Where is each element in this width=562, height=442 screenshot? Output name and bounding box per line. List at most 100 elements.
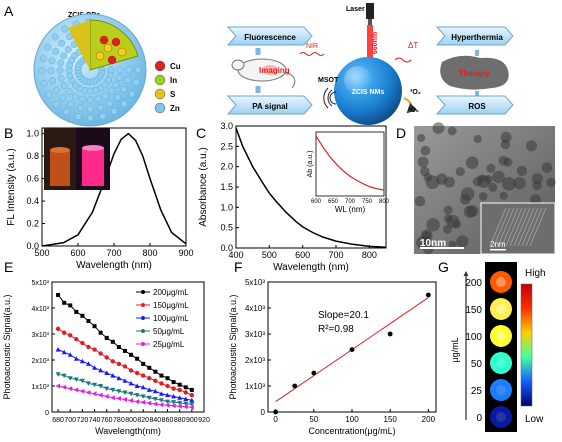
y-tick-label: 3x10³ — [245, 330, 265, 339]
therapy-label: Therapy — [458, 69, 490, 78]
tem-particles — [414, 122, 556, 255]
legend-atom-swatch — [154, 102, 166, 114]
nir-wave-icon — [299, 52, 325, 56]
data-point — [92, 324, 97, 329]
tem-particle — [498, 155, 509, 166]
tem-particle — [500, 139, 511, 150]
fluorescence-label: Fluorescence — [244, 33, 296, 42]
r2-label: R²=0.98 — [318, 324, 354, 335]
s-atom — [103, 43, 113, 53]
data-point — [159, 381, 164, 386]
data-point — [55, 383, 61, 389]
y-tick-label: 1.5 — [220, 182, 233, 192]
y-axis-label: Absorbance (a.u.) — [198, 147, 209, 227]
zn-atom — [106, 100, 114, 108]
y-tick-label: 0.8 — [26, 151, 39, 161]
zn-atom — [120, 86, 128, 93]
data-point — [73, 387, 79, 393]
data-point — [158, 398, 164, 403]
legend-atom-swatch — [154, 88, 166, 100]
data-point — [110, 395, 115, 401]
data-point — [110, 359, 116, 364]
data-point — [183, 390, 188, 395]
y-tick-label: 2.5 — [220, 141, 233, 151]
inset-x-tick-label: 600 — [311, 199, 322, 205]
data-point — [152, 388, 158, 394]
y-tick-label: 5x10³ — [31, 280, 49, 287]
x-tick-label: 50 — [309, 415, 318, 424]
data-point — [152, 397, 158, 402]
lattice-fringe — [513, 207, 531, 247]
zn-atom — [51, 33, 59, 41]
data-point — [92, 365, 98, 370]
x-tick-label: 700 — [64, 417, 76, 424]
zn-atom — [112, 81, 120, 89]
delta-t-label: ΔT — [408, 41, 418, 50]
data-point — [183, 401, 189, 407]
data-point — [104, 370, 110, 375]
data-point — [104, 355, 109, 360]
zn-atom — [134, 66, 142, 74]
data-point — [98, 351, 103, 356]
data-point — [85, 361, 91, 366]
y-tick-label: 0 — [261, 408, 266, 417]
cu-atom — [99, 35, 109, 45]
pa-spot-highlight — [496, 304, 506, 314]
legend-marker — [141, 329, 145, 333]
data-point — [153, 369, 158, 374]
zn-atom — [74, 113, 82, 120]
y-tick-label: 0 — [45, 410, 49, 417]
data-point — [55, 372, 61, 377]
tem-particle — [531, 173, 543, 185]
legend-atom-swatch — [154, 60, 166, 72]
scale-bar-main — [420, 247, 464, 249]
legend-marker — [141, 290, 145, 294]
concentration-tick-label: 0 — [476, 413, 482, 424]
slope-label: Slope=20.1 — [318, 310, 369, 321]
data-point — [158, 391, 164, 396]
lattice-fringes — [489, 207, 547, 247]
wavelength-label: 660nm — [372, 32, 379, 54]
data-point — [110, 387, 116, 393]
legend-label: 150μg/mL — [153, 301, 189, 310]
pa-spot — [490, 325, 512, 347]
concentration-tick-label: 200 — [465, 278, 482, 289]
data-point — [171, 403, 176, 409]
concentration-tick-label: 25 — [471, 386, 483, 397]
chart-c: 400 500 600 700 800 0.0 0.5 1.0 1.5 2.0 2.5 3.0 Wave… — [198, 121, 390, 273]
tem-particle — [500, 131, 512, 143]
panel-c-letter: C — [196, 125, 206, 141]
scale-bar-inset — [490, 249, 506, 251]
data-point — [116, 389, 122, 394]
y-tick-label: 1x10³ — [245, 382, 265, 391]
lattice-fringe — [517, 207, 535, 247]
data-point — [92, 391, 97, 397]
y-tick-label: 5x10³ — [245, 278, 265, 287]
y-tick-label: 2x10³ — [245, 356, 265, 365]
zn-atom — [57, 74, 65, 82]
zn-atom — [87, 114, 94, 122]
inset-x-label: WL (nm) — [335, 205, 366, 214]
tem-particle — [417, 133, 426, 143]
data-point — [122, 364, 128, 369]
data-point — [146, 387, 152, 392]
zn-atom — [56, 67, 64, 75]
zn-atom — [53, 101, 60, 108]
data-point — [116, 375, 122, 381]
zn-atom — [110, 108, 118, 115]
data-point — [68, 303, 73, 308]
tem-particle — [466, 156, 479, 169]
x-axis-label: Wavelength (nm) — [76, 260, 152, 271]
zn-atom — [44, 43, 52, 51]
concentration-tick-label: 150 — [465, 305, 482, 316]
x-tick-label: 700 — [328, 250, 343, 260]
data-point — [80, 313, 85, 318]
data-point — [183, 396, 189, 401]
data-point — [110, 373, 116, 378]
panel-g-letter: G — [438, 259, 449, 275]
data-point — [189, 404, 194, 410]
tem-particle — [477, 174, 486, 183]
panel-d-letter: D — [396, 125, 406, 141]
data-point — [116, 361, 122, 367]
zn-atom — [107, 87, 115, 95]
